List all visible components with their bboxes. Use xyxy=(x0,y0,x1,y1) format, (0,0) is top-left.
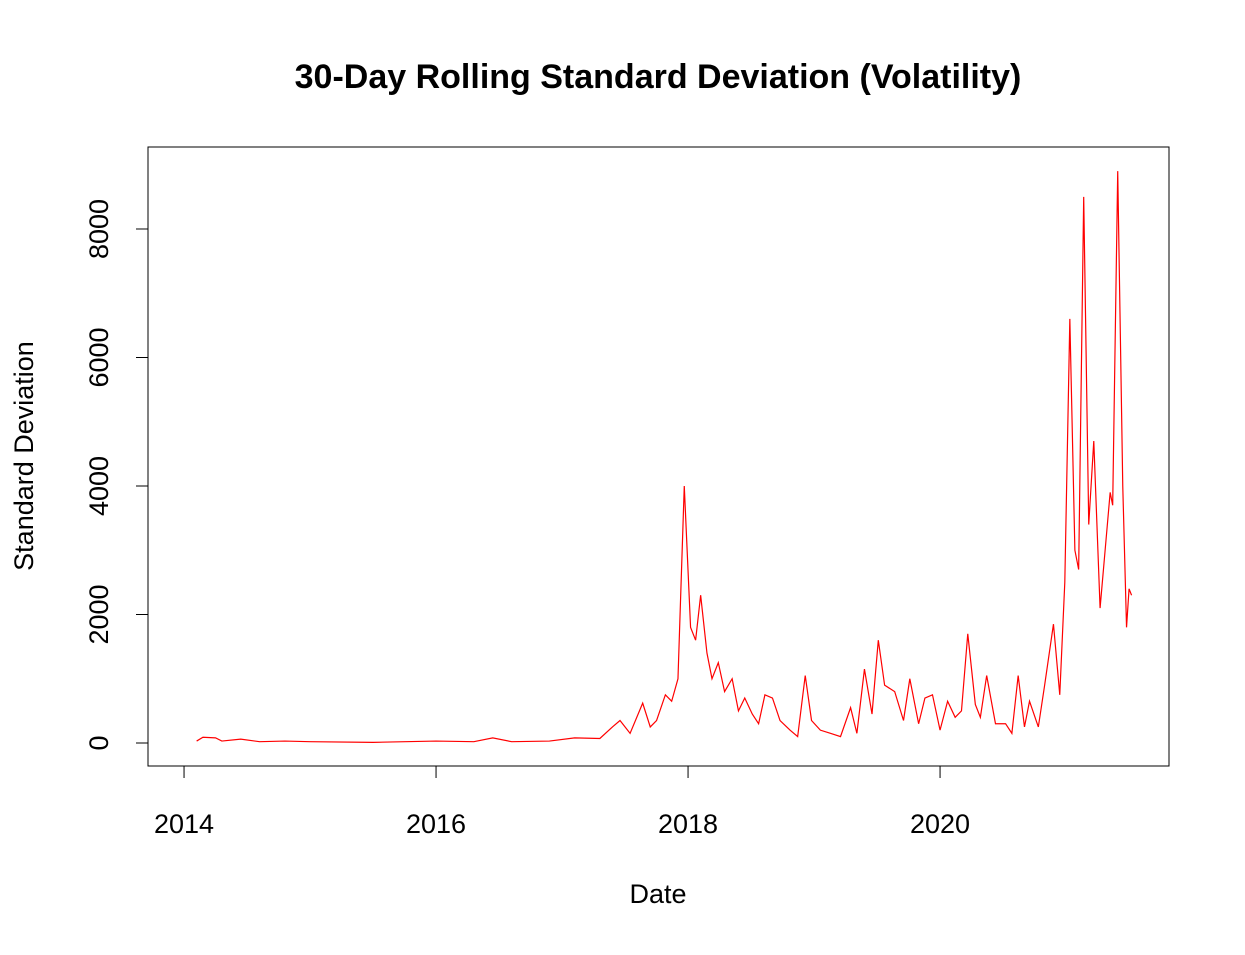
plot-frame xyxy=(147,146,1170,767)
x-tick-label: 2016 xyxy=(406,809,466,839)
y-tick-label: 2000 xyxy=(84,584,114,644)
x-tick-label: 2014 xyxy=(154,809,214,839)
x-axis-label: Date xyxy=(629,879,686,909)
y-axis-label: Standard Deviation xyxy=(9,341,39,571)
y-tick-label: 6000 xyxy=(84,327,114,387)
y-tick-label: 0 xyxy=(84,735,114,750)
x-tick-label: 2020 xyxy=(910,809,970,839)
x-tick-label: 2018 xyxy=(658,809,718,839)
y-tick-label: 8000 xyxy=(84,199,114,259)
chart-title: 30-Day Rolling Standard Deviation (Volat… xyxy=(295,58,1022,96)
data-line xyxy=(196,171,1133,743)
y-tick-label: 4000 xyxy=(84,456,114,516)
